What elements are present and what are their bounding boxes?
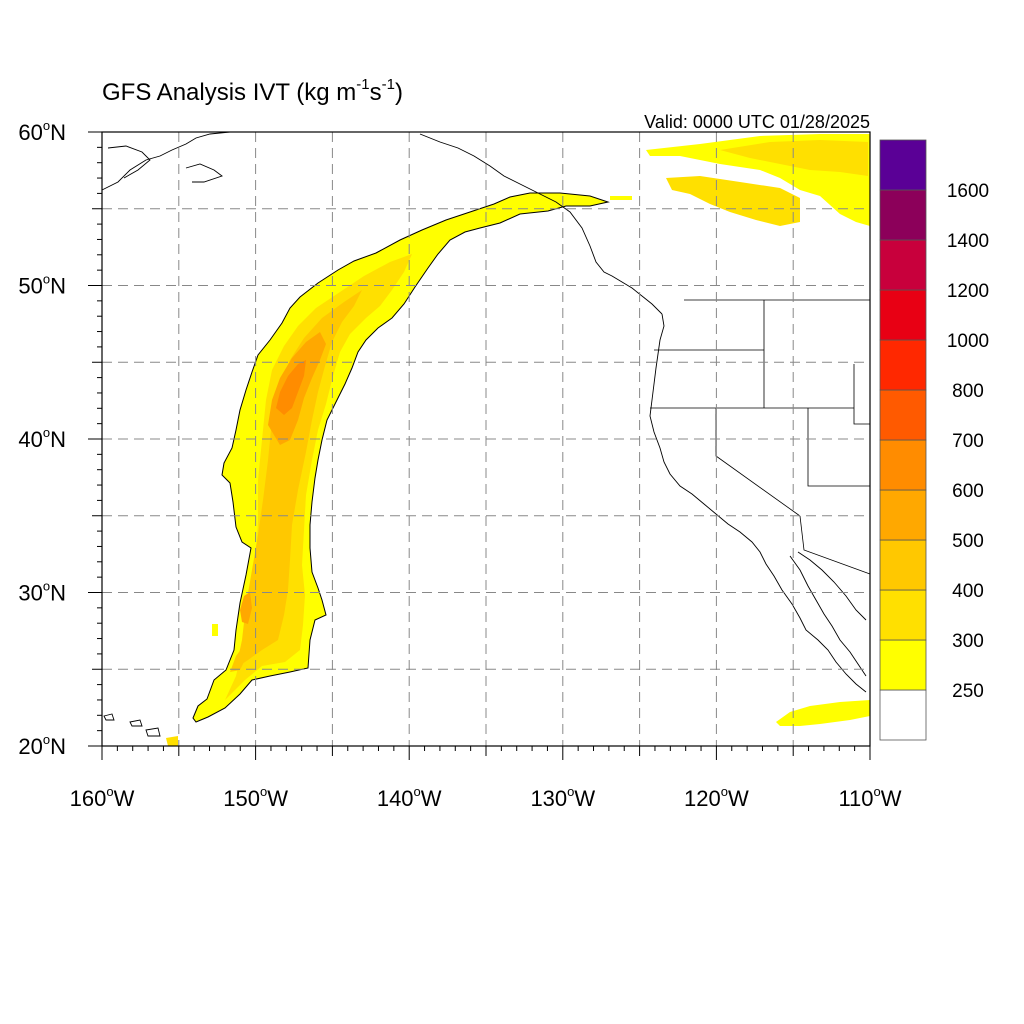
- map-panel: [101, 131, 871, 747]
- alaska-coastline: [101, 131, 663, 315]
- y-tick-label: 40oN: [18, 425, 66, 452]
- colorbar-swatch: [879, 189, 927, 241]
- degree-symbol: o: [43, 118, 50, 133]
- x-tick-number: 130: [530, 786, 567, 811]
- colorbar-swatch: [879, 439, 927, 491]
- x-tick-hemisphere: W: [881, 786, 902, 811]
- x-tick-label: 130oW: [530, 784, 595, 811]
- y-tick-hemisphere: N: [50, 427, 66, 452]
- x-tick-number: 140: [377, 786, 414, 811]
- x-tick-number: 120: [684, 786, 721, 811]
- y-tick-number: 60: [18, 120, 42, 145]
- degree-symbol: o: [567, 784, 574, 799]
- x-tick-hemisphere: W: [574, 786, 595, 811]
- y-tick-hemisphere: N: [50, 581, 66, 606]
- colorbar-level-label: 250: [952, 681, 984, 702]
- y-tick-hemisphere: N: [50, 734, 66, 759]
- degree-symbol: o: [721, 784, 728, 799]
- ivt-400-core: [236, 290, 362, 668]
- degree-symbol: o: [43, 272, 50, 287]
- colorbar-swatch: [879, 539, 927, 591]
- y-tick-hemisphere: N: [50, 120, 66, 145]
- degree-symbol: o: [43, 579, 50, 594]
- colorbar-swatch: [879, 339, 927, 391]
- colorbar-swatch: [879, 139, 927, 191]
- ivt-baja-plume: [776, 700, 870, 726]
- colorbar-swatch: [879, 489, 927, 541]
- valid-time-label: Valid: 0000 UTC 01/28/2025: [644, 112, 870, 132]
- ivt-500-south-core: [240, 592, 252, 624]
- x-tick-label: 110oW: [838, 784, 901, 811]
- colorbar-level-label: 1400: [947, 231, 989, 252]
- x-tick-hemisphere: W: [728, 786, 749, 811]
- degree-symbol: o: [43, 732, 50, 747]
- colorbar-level-label: 500: [952, 531, 984, 552]
- y-tick-label: 30oN: [18, 579, 66, 606]
- y-tick-label: 20oN: [18, 732, 66, 759]
- x-tick-number: 150: [223, 786, 260, 811]
- ivt-northeast-band: [666, 176, 800, 226]
- x-tick-hemisphere: W: [114, 786, 135, 811]
- x-tick-label: 160oW: [70, 784, 135, 811]
- map-title: GFS Analysis IVT (kg m-1s-1): [102, 76, 403, 106]
- ivt-northeast-core: [720, 140, 868, 176]
- colorbar-swatch: [879, 639, 927, 691]
- colorbar-level-label: 700: [952, 431, 984, 452]
- y-tick-label: 60oN: [18, 118, 66, 145]
- colorbar-level-label: 600: [952, 481, 984, 502]
- colorbar-swatch: [879, 589, 927, 641]
- baja-coastline: [789, 551, 867, 677]
- x-tick-label: 120oW: [684, 784, 749, 811]
- colorbar-level-label: 300: [952, 631, 984, 652]
- colorbar: 250 300 400 500 600 700 800 1000 1200 1400 1600: [879, 139, 989, 741]
- degree-symbol: o: [43, 425, 50, 440]
- hawaii-islands: [103, 713, 161, 737]
- ivt-dot-a: [610, 196, 632, 200]
- colorbar-swatch: [879, 389, 927, 441]
- canada-coastline: [649, 313, 867, 693]
- x-tick-hemisphere: W: [421, 786, 442, 811]
- degree-symbol: o: [874, 784, 881, 799]
- ivt-600-core: [276, 360, 306, 415]
- colorbar-level-label: 400: [952, 581, 984, 602]
- x-tick-number: 160: [70, 786, 107, 811]
- degree-symbol: o: [260, 784, 267, 799]
- x-tick-label: 150oW: [223, 784, 288, 811]
- ivt-shading-layer: [166, 134, 870, 746]
- colorbar-level-label: 1200: [947, 281, 989, 302]
- x-tick-hemisphere: W: [267, 786, 288, 811]
- colorbar-swatch: [879, 239, 927, 291]
- degree-symbol: o: [414, 784, 421, 799]
- coastlines-layer: [101, 131, 871, 737]
- y-tick-number: 50: [18, 274, 42, 299]
- x-tick-label: 140oW: [377, 784, 442, 811]
- y-tick-number: 40: [18, 427, 42, 452]
- y-tick-label: 50oN: [18, 272, 66, 299]
- colorbar-level-label: 1600: [947, 181, 989, 202]
- colorbar-swatch: [879, 689, 927, 741]
- y-tick-hemisphere: N: [50, 274, 66, 299]
- degree-symbol: o: [106, 784, 113, 799]
- colorbar-level-label: 1000: [947, 331, 989, 352]
- colorbar-level-label: 800: [952, 381, 984, 402]
- y-tick-number: 20: [18, 734, 42, 759]
- ivt-dot-c: [212, 624, 218, 636]
- gridlines-layer: [102, 132, 870, 746]
- x-tick-number: 110: [838, 786, 873, 811]
- y-tick-number: 30: [18, 581, 42, 606]
- ivt-dot-b: [166, 736, 178, 746]
- ivt-400-south-core: [230, 648, 246, 672]
- axis-layer: 160oW 150oW 140oW 130oW 120oW 110oW20oN30oN40…: [18, 118, 901, 811]
- colorbar-swatch: [879, 289, 927, 341]
